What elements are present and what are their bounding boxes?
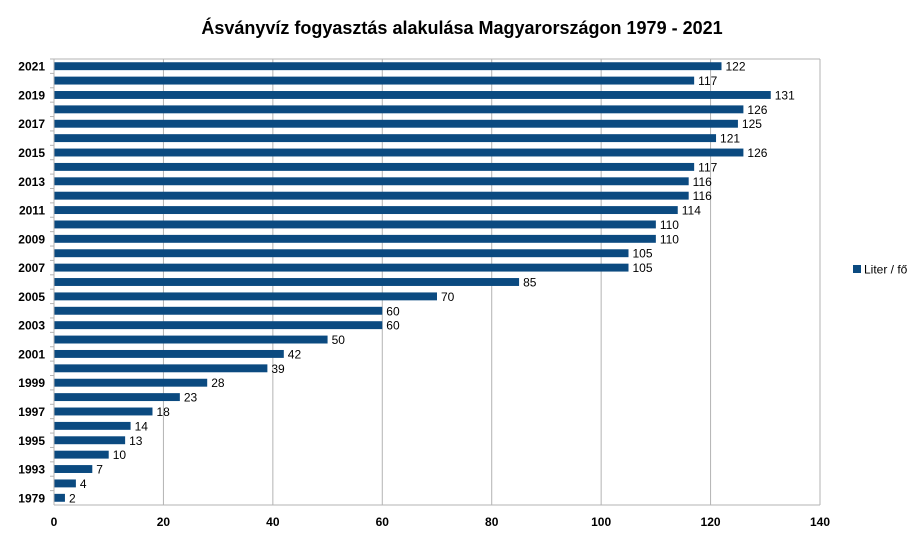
bar-2021 (54, 62, 722, 71)
data-label-1990: 4 (80, 477, 87, 491)
data-label-2018: 126 (747, 103, 767, 117)
x-tick-label: 80 (485, 515, 499, 529)
y-tick-label-1995: 1995 (18, 434, 45, 448)
y-tick-label-2021: 2021 (18, 60, 45, 74)
data-label-2004: 60 (386, 304, 400, 318)
y-tick-label-2013: 2013 (18, 175, 45, 189)
data-label-2000: 39 (271, 362, 285, 376)
y-tick-label-2017: 2017 (18, 117, 45, 131)
data-label-1994: 10 (113, 448, 127, 462)
bar-2009 (54, 234, 656, 243)
data-label-2007: 105 (633, 261, 653, 275)
legend-swatch (853, 265, 861, 273)
data-label-1997: 18 (156, 405, 170, 419)
data-label-2014: 117 (698, 160, 717, 174)
data-label-2012: 116 (693, 189, 712, 203)
data-label-2017: 125 (742, 117, 762, 131)
data-label-2015: 126 (747, 146, 767, 160)
bar-2005 (54, 292, 437, 301)
labels: 0 20 40 60 80 100 120 1401222021117131201912612… (18, 60, 830, 529)
bar-2004 (54, 306, 383, 315)
bar-1993 (54, 465, 93, 473)
x-tick-label: 40 (266, 515, 280, 529)
data-label-1996: 14 (135, 419, 149, 433)
bar-2015 (54, 148, 744, 157)
bar-2010 (54, 220, 656, 229)
y-tick-label-1993: 1993 (18, 463, 45, 477)
bar-2008 (54, 249, 629, 258)
data-label-2001: 42 (288, 347, 302, 361)
bar-2014 (54, 162, 695, 171)
bar-1999 (54, 378, 208, 387)
bar-2013 (54, 177, 689, 186)
x-tick-label: 60 (376, 515, 390, 529)
data-label-2020: 117 (698, 74, 717, 88)
y-tick-label-1997: 1997 (18, 405, 45, 419)
bar-2020 (54, 76, 695, 85)
bars (54, 62, 771, 502)
y-tick-label-2011: 2011 (19, 204, 45, 218)
data-label-1999: 28 (211, 376, 225, 390)
y-tick-label-2009: 2009 (18, 232, 45, 246)
bar-1997 (54, 407, 153, 416)
bar-2016 (54, 134, 717, 143)
chart-title: Ásványvíz fogyasztás alakulása Magyarors… (201, 18, 723, 38)
data-label-1998: 23 (184, 391, 198, 405)
bar-1996 (54, 421, 131, 430)
data-label-2010: 110 (660, 218, 679, 232)
data-label-2003: 60 (386, 319, 400, 333)
data-label-1995: 13 (129, 434, 143, 448)
data-label-1979: 2 (69, 491, 76, 505)
x-tick-label: 120 (701, 515, 721, 529)
bar-2018 (54, 105, 744, 114)
axes (50, 58, 820, 506)
data-label-1993: 7 (96, 463, 103, 477)
bar-2003 (54, 321, 383, 330)
bar-1995 (54, 436, 126, 445)
bar-2017 (54, 119, 738, 128)
bar-2006 (54, 278, 520, 286)
bar-2000 (54, 364, 268, 373)
bar-1990 (54, 479, 76, 488)
bar-2002 (54, 335, 328, 344)
x-tick-label: 140 (810, 515, 830, 529)
legend-entry: Liter / fő (864, 263, 908, 277)
bar-2012 (54, 191, 689, 200)
y-tick-label-2001: 2001 (18, 347, 45, 361)
data-label-2002: 50 (332, 333, 346, 347)
data-label-2021: 122 (726, 60, 746, 74)
legend: Liter / fő (853, 263, 908, 277)
x-tick-label: 0 (51, 515, 58, 529)
data-label-2006: 85 (523, 276, 537, 290)
data-label-2009: 110 (660, 232, 679, 246)
bar-1979 (54, 493, 65, 502)
bar-1994 (54, 450, 109, 459)
data-label-2016: 121 (720, 132, 740, 146)
bar-1998 (54, 393, 180, 402)
data-label-2019: 131 (775, 88, 795, 102)
bar-2011 (54, 206, 678, 215)
data-label-2005: 70 (441, 290, 455, 304)
y-tick-label-2007: 2007 (18, 261, 45, 275)
data-label-2008: 105 (633, 247, 653, 261)
x-tick-label: 20 (157, 515, 171, 529)
data-label-2013: 116 (693, 175, 712, 189)
data-label-2011: 114 (682, 204, 701, 218)
y-tick-label-1979: 1979 (18, 491, 45, 505)
bar-2007 (54, 263, 629, 272)
y-tick-label-1999: 1999 (18, 376, 45, 390)
y-tick-label-2015: 2015 (18, 146, 45, 160)
bar-2001 (54, 349, 284, 358)
bar-2019 (54, 91, 771, 99)
x-tick-label: 100 (591, 515, 611, 529)
y-tick-label-2003: 2003 (18, 319, 45, 333)
y-tick-label-2019: 2019 (18, 88, 45, 102)
y-tick-label-2005: 2005 (18, 290, 45, 304)
